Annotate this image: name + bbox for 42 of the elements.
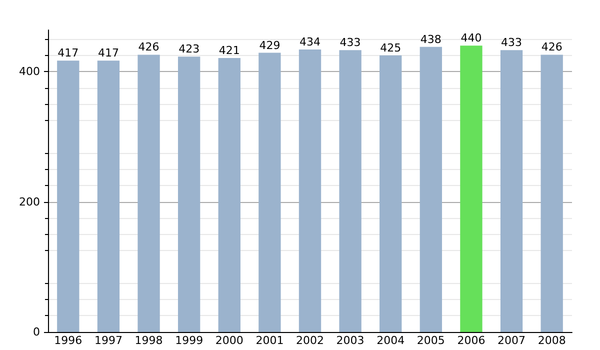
data-label: 421 [218,44,240,57]
y-tick-label: 400 [19,65,40,78]
x-tick-label: 2002 [296,334,324,347]
x-tick-label: 1996 [54,334,82,347]
x-tick-label: 2005 [416,334,445,347]
bar [138,54,160,332]
bar [97,60,120,332]
bar [178,56,200,332]
bar [298,50,322,332]
data-label: 440 [460,32,482,45]
bar [339,50,362,332]
x-tick-label: 1999 [175,334,204,347]
bar [218,58,240,332]
data-label: 417 [98,46,119,60]
data-label: 433 [501,36,522,50]
x-tick-label: 2008 [538,334,566,347]
y-tick-label: 0 [33,326,40,338]
data-label: 426 [541,40,562,54]
x-tick-label: 1998 [134,334,163,347]
x-tick-label: 2006 [457,334,486,347]
data-label: 434 [300,36,320,49]
x-tick-label: 2007 [498,334,526,347]
data-label: 417 [58,46,79,60]
bar [460,46,482,332]
bar [57,60,80,332]
data-label: 429 [259,38,280,52]
x-tick-label: 2004 [376,334,405,347]
data-label: 433 [340,36,361,50]
bar [500,50,523,332]
data-label: 426 [138,40,160,54]
x-tick-label: 1997 [94,334,122,347]
data-label: 438 [420,32,442,46]
data-label: 423 [178,42,200,56]
data-label: 425 [380,41,402,54]
bar [380,55,402,332]
bar [540,54,563,332]
bar [258,52,281,332]
bar [420,46,442,332]
y-tick-label: 200 [19,195,40,208]
x-tick-label: 2003 [336,334,364,347]
x-tick-label: 2001 [256,334,284,347]
x-tick-label: 2000 [215,334,244,347]
